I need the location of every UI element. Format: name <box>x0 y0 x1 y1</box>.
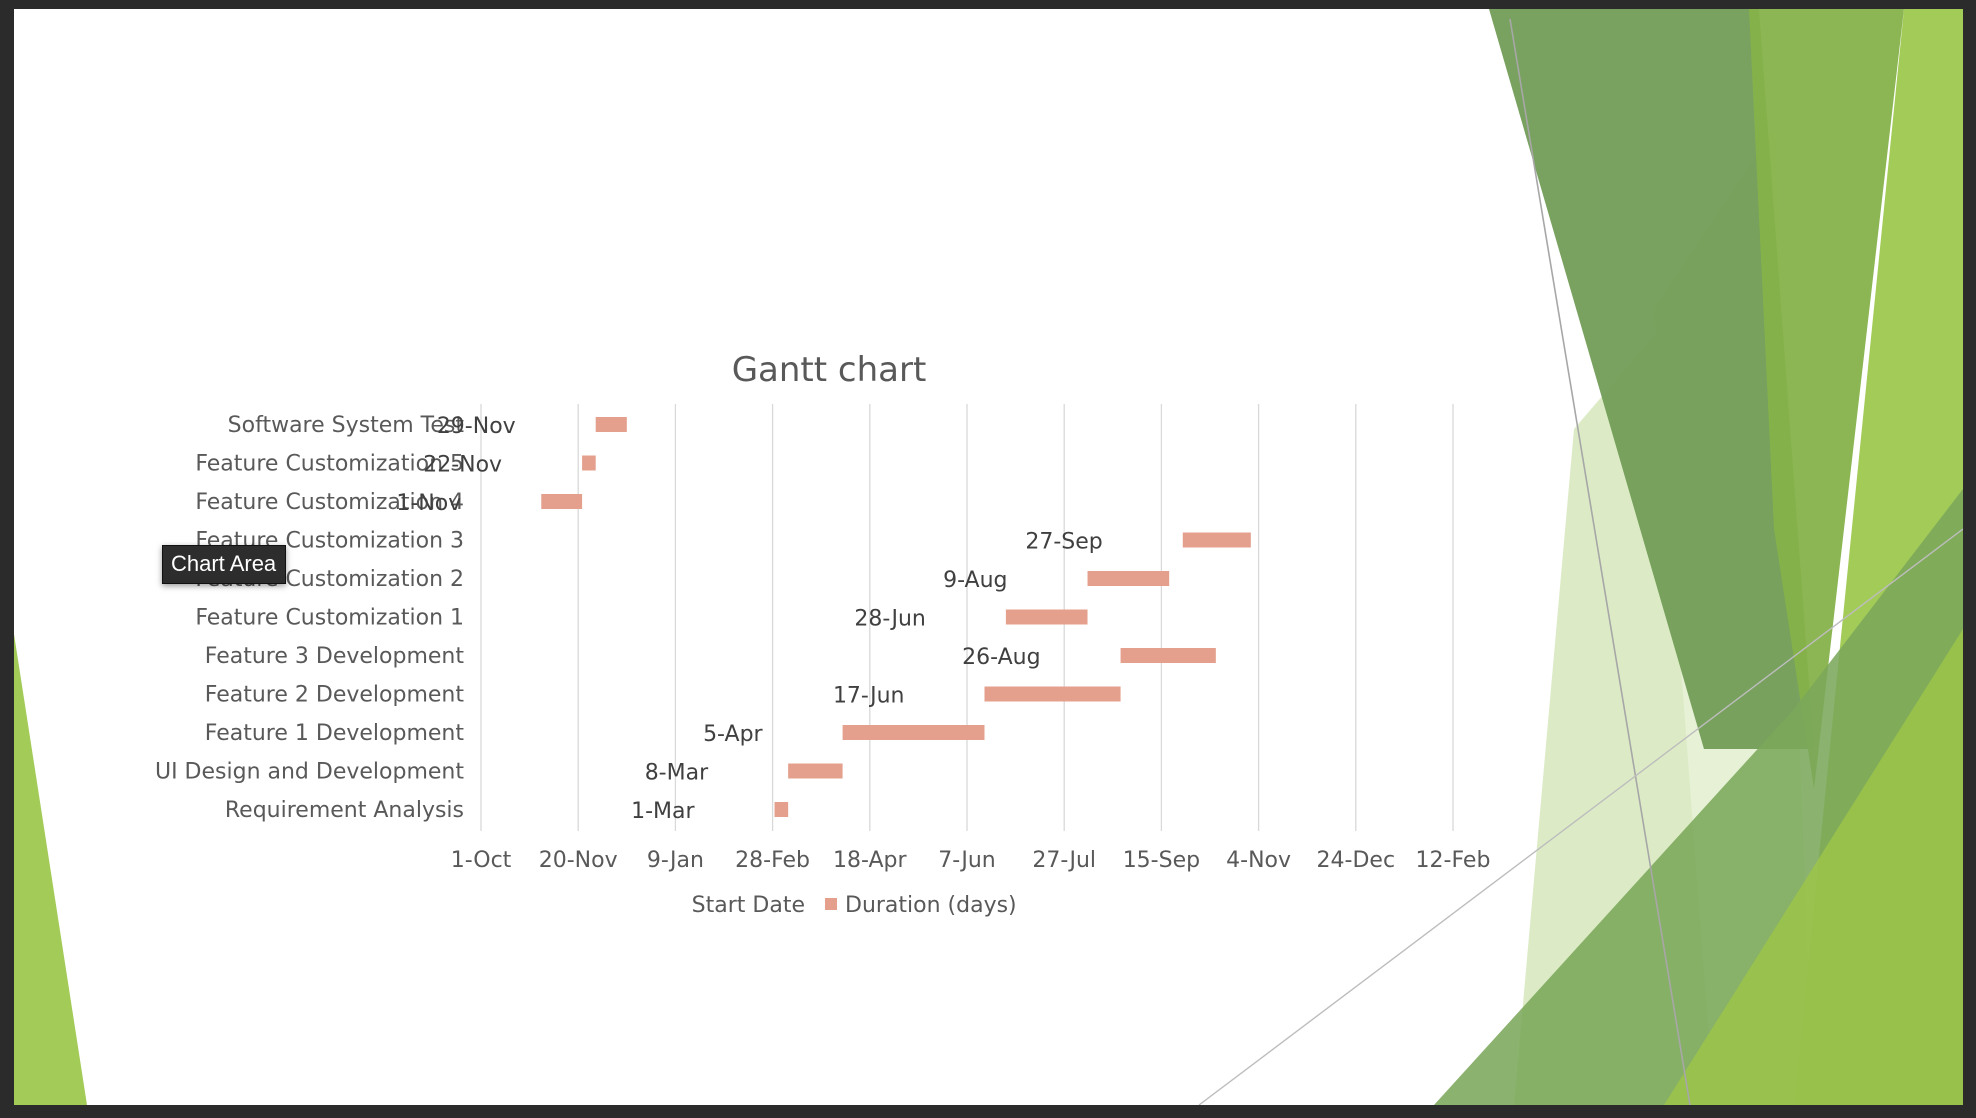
chart-title: Gantt chart <box>732 350 927 390</box>
x-tick-label: 15-Sep <box>1123 848 1200 873</box>
duration-bar <box>595 417 627 432</box>
decor-bottom-lime <box>1664 629 1963 1105</box>
legend-label-start-date: Start Date <box>692 893 805 918</box>
category-label: Requirement Analysis <box>225 798 464 823</box>
category-label: Feature Customization 5 <box>195 452 464 477</box>
x-tick-label: 27-Jul <box>1032 848 1096 873</box>
legend-label-duration: Duration (days) <box>845 893 1017 918</box>
duration-bar <box>582 455 596 471</box>
duration-bar <box>1005 609 1088 625</box>
start-date-data-label: 22-Nov <box>423 453 502 478</box>
start-date-data-label: 28-Jun <box>854 607 926 632</box>
start-date-data-label: 8-Mar <box>645 761 709 786</box>
x-tick-label: 28-Feb <box>735 848 810 873</box>
start-date-data-label: 29-Nov <box>437 414 516 439</box>
duration-bar <box>788 763 843 779</box>
duration-bar <box>1120 648 1216 663</box>
x-tick-label: 18-Apr <box>833 848 907 873</box>
decor-olive-band <box>1749 9 1904 789</box>
decor-left-green-triangle <box>14 634 87 1105</box>
x-tick-label: 1-Oct <box>451 848 512 873</box>
start-date-data-label: 5-Apr <box>703 722 763 747</box>
start-date-data-label: 27-Sep <box>1025 530 1102 555</box>
duration-bar <box>774 802 789 817</box>
start-date-data-label: 9-Aug <box>943 568 1007 593</box>
duration-bar <box>842 725 985 740</box>
x-tick-label: 24-Dec <box>1317 848 1396 873</box>
category-label: Feature 1 Development <box>205 721 465 746</box>
duration-bar <box>541 494 583 509</box>
category-label: UI Design and Development <box>155 760 464 785</box>
duration-bar <box>1182 532 1251 548</box>
decor-dark-band <box>1489 9 1814 749</box>
decor-line-lower <box>1198 528 1963 1105</box>
x-tick-label: 7-Jun <box>938 848 996 873</box>
slide-background-decoration <box>14 9 1963 1105</box>
duration-bar <box>984 686 1121 702</box>
category-label: Feature Customization 4 <box>195 490 464 515</box>
x-tick-label: 9-Jan <box>647 848 704 873</box>
slide[interactable]: Gantt chart 1-Oct 20-Nov 9-Jan 28-Feb 18-Apr 7… <box>14 9 1963 1105</box>
x-tick-label: 12-Feb <box>1416 848 1491 873</box>
x-tick-label: 4-Nov <box>1226 848 1291 873</box>
x-tick-label: 20-Nov <box>539 848 618 873</box>
category-label: Feature 3 Development <box>205 644 465 669</box>
decor-line-diagonal <box>1509 18 1691 1105</box>
start-date-data-label: 26-Aug <box>962 645 1040 670</box>
start-date-data-label: 1-Nov <box>396 491 461 516</box>
start-date-data-label: 1-Mar <box>631 799 695 824</box>
gantt-chart[interactable]: Gantt chart 1-Oct 20-Nov 9-Jan 28-Feb 18-Apr 7… <box>14 9 1963 1105</box>
start-date-data-label: 17-Jun <box>833 684 905 709</box>
category-label: Feature 2 Development <box>205 683 465 708</box>
chart-area-tooltip: Chart Area <box>162 545 287 584</box>
duration-bar <box>1087 571 1170 586</box>
legend-swatch-duration <box>825 898 837 910</box>
category-label: Software System Test <box>228 413 465 438</box>
category-label: Feature Customization 1 <box>195 606 464 631</box>
